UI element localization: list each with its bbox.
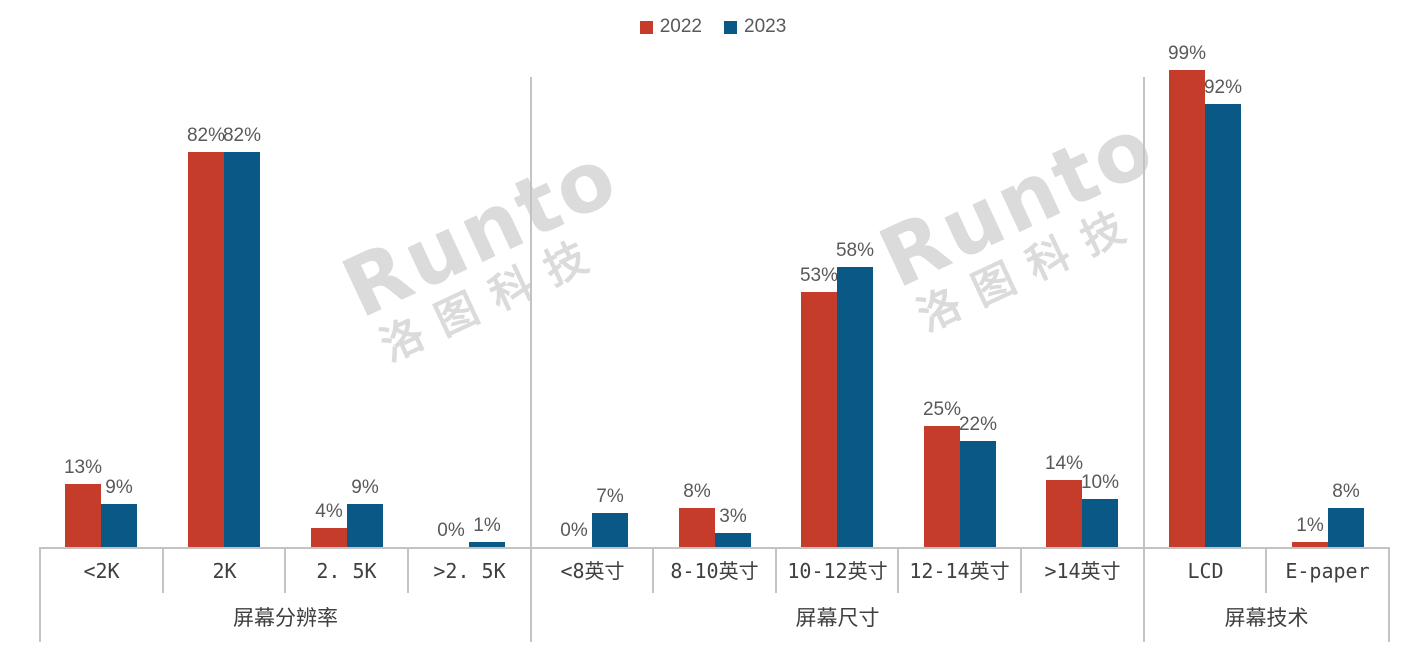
value-label-2022-12-14英寸: 25% [922,399,962,420]
group-separator-line [1143,77,1145,642]
category-separator-line [775,549,777,593]
bar-2023-2. 5K [347,504,383,547]
group-label-屏幕分辨率: 屏幕分辨率 [233,606,338,630]
value-label-2022-<8英寸: 0% [560,520,588,541]
axis-edge-right [1388,547,1390,642]
group-label-屏幕尺寸: 屏幕尺寸 [795,606,880,630]
value-label-2022-2K: 82% [186,125,226,146]
value-label-2022-2. 5K: 4% [315,501,343,522]
value-label-2023-<2K: 9% [105,477,133,498]
bar-2022-8-10英寸 [679,508,715,547]
bar-2022-2. 5K [311,528,347,547]
category-separator-line [897,549,899,593]
value-label-2023-10-12英寸: 58% [835,240,875,261]
tick-label-12-14英寸: 12-14英寸 [909,559,1010,583]
bar-2023->14英寸 [1082,499,1118,547]
value-label-2023->14英寸: 10% [1080,472,1120,493]
legend-label-2022: 2022 [659,16,702,37]
tick-label->14英寸: >14英寸 [1044,559,1121,583]
value-label-2023-2K: 82% [222,125,262,146]
value-label-2023-<8英寸: 7% [596,486,624,507]
bar-2023-10-12英寸 [837,267,873,547]
bar-2023-E-paper [1328,508,1364,547]
category-separator-line [162,549,164,593]
value-label-2022->2. 5K: 0% [437,520,465,541]
value-label-2023-2. 5K: 9% [351,477,379,498]
bar-2023-<8英寸 [592,513,628,547]
bar-2022-12-14英寸 [924,426,960,547]
bar-2022-<2K [65,484,101,547]
tick-label-<8英寸: <8英寸 [560,559,625,583]
category-separator-line [407,549,409,593]
legend-label-2023: 2023 [744,16,787,37]
value-label-2022-<2K: 13% [63,457,103,478]
value-label-2023-8-10英寸: 3% [719,506,747,527]
bar-2022->14英寸 [1046,480,1082,547]
bar-2022-E-paper [1292,542,1328,547]
value-label-2022-E-paper: 1% [1296,515,1324,536]
x-axis-line [39,547,1390,549]
tick-label-E-paper: E-paper [1285,559,1370,583]
legend-item-2022: 2022 [639,16,702,38]
bar-2023-2K [224,152,260,547]
bar-2023->2. 5K [469,542,505,547]
value-label-2023-LCD: 92% [1203,77,1243,98]
category-separator-line [284,549,286,593]
legend-swatch-2022 [639,20,653,34]
tick-label->2. 5K: >2. 5K [433,559,506,583]
value-label-2023-E-paper: 8% [1332,481,1360,502]
tick-label-<2K: <2K [83,559,120,583]
tick-label-10-12英寸: 10-12英寸 [787,559,888,583]
value-label-2022-10-12英寸: 53% [799,265,839,286]
category-separator-line [1020,549,1022,593]
bar-2022-10-12英寸 [801,292,837,547]
value-label-2022-8-10英寸: 8% [683,481,711,502]
bar-2023-LCD [1205,104,1241,547]
bar-2023-12-14英寸 [960,441,996,547]
tick-label-8-10英寸: 8-10英寸 [670,559,759,583]
tick-label-LCD: LCD [1187,559,1224,583]
tick-label-2K: 2K [212,559,237,583]
value-label-2022-LCD: 99% [1167,43,1207,64]
category-separator-line [1265,549,1267,593]
value-label-2023-12-14英寸: 22% [958,414,998,435]
axis-edge-left [39,547,41,642]
bar-2022-LCD [1169,70,1205,547]
group-separator-line [530,77,532,642]
bar-2022-2K [188,152,224,547]
legend-item-2023: 2023 [724,16,786,38]
group-label-屏幕技术: 屏幕技术 [1224,606,1309,630]
legend: 2022 2023 [0,16,1426,38]
legend-swatch-2023 [724,20,737,34]
bar-2023-<2K [101,504,137,547]
value-label-2022->14英寸: 14% [1044,453,1084,474]
tick-label-2. 5K: 2. 5K [316,559,377,583]
bar-2023-8-10英寸 [715,533,751,547]
category-separator-line [652,549,654,593]
value-label-2023->2. 5K: 1% [473,515,501,536]
